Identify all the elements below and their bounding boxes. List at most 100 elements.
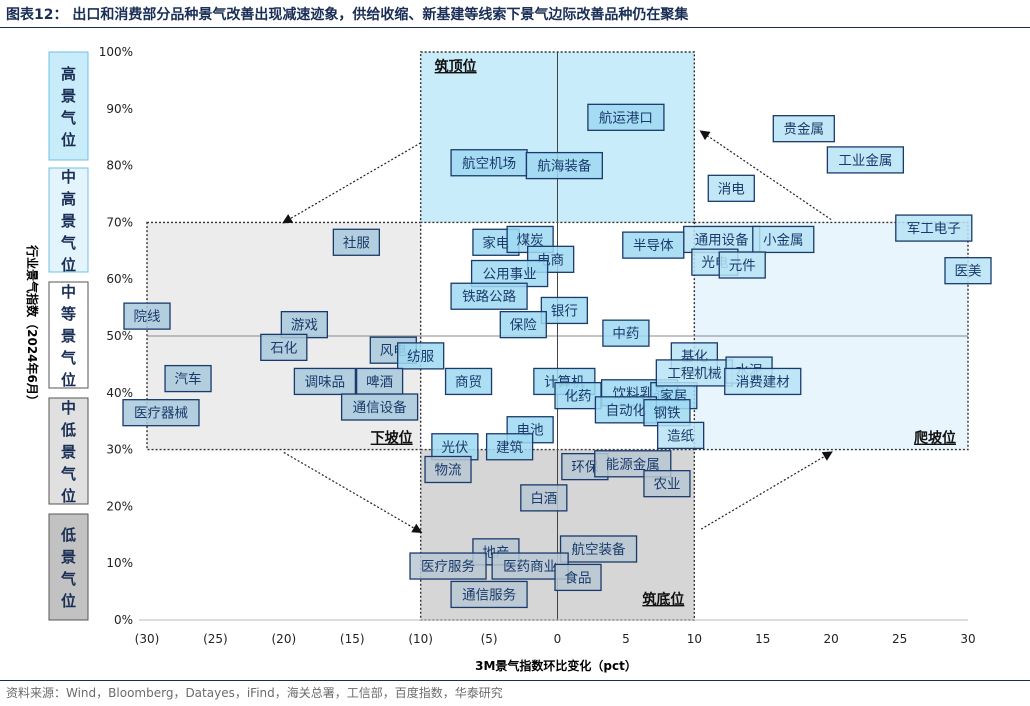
industry-point-label: 航海装备: [537, 158, 591, 175]
legend-mid-high-label: 位: [61, 256, 76, 274]
industry-point-box: [340, 393, 419, 421]
transition-arrow: [283, 451, 423, 533]
industry-point-box: [643, 470, 691, 498]
legend-high-label: 气: [60, 109, 76, 127]
industry-point: 医疗器械: [122, 399, 200, 427]
industry-point-box: [826, 146, 905, 174]
industry-point-box: [657, 421, 705, 450]
industry-point-box: [554, 563, 602, 592]
legend-mid-low-label: 景: [61, 443, 76, 461]
industry-point-label: 化药: [565, 389, 592, 405]
industry-point-box: [520, 484, 568, 512]
x-tick-label: 0: [554, 632, 562, 646]
legend-low-label: 位: [61, 592, 76, 610]
industry-point-label: 银行: [551, 303, 578, 319]
industry-point-box: [602, 319, 650, 347]
industry-point-box: [525, 151, 603, 180]
industry-point-label: 贵金属: [784, 122, 825, 138]
legend-mid-low-label: 气: [60, 465, 76, 483]
industry-point-box: [332, 228, 381, 256]
y-tick-label: 90%: [106, 102, 133, 116]
y-tick-label: 50%: [106, 329, 133, 343]
industry-point-box: [485, 433, 534, 461]
industry-point: 公用事业: [470, 259, 549, 288]
y-tick-label: 70%: [106, 215, 133, 229]
zone-label-bottom: 筑底位: [642, 591, 684, 608]
industry-point-label: 家电: [482, 234, 509, 251]
legend-mid-low-box: [48, 397, 89, 505]
industry-point-label: 小金属: [763, 232, 804, 248]
industry-point: 汽车: [164, 364, 212, 393]
legend-mid-low-label: 位: [61, 487, 76, 505]
legend-low-box: [48, 513, 89, 621]
industry-point-label: 工业金属: [838, 153, 892, 169]
industry-point: 石化: [260, 333, 308, 362]
industry-point-box: [540, 296, 588, 325]
legend-mid-label: 景: [61, 327, 76, 345]
legend-mid-high-box: [48, 167, 89, 273]
industry-point-box: [707, 174, 755, 202]
industry-point-label: 航运港口: [599, 110, 653, 126]
industry-point-label: 军工电子: [907, 221, 961, 237]
industry-point: 铁路公路: [450, 282, 528, 310]
y-tick-label: 60%: [106, 272, 133, 286]
zone-label-downhill: 下坡位: [371, 430, 413, 447]
industry-point: 调味品: [293, 367, 357, 396]
industry-point-label: 环保: [571, 460, 598, 476]
industry-point-label: 建筑: [496, 440, 523, 456]
legend-high-label: 景: [61, 87, 76, 105]
legend-mid-label: 中: [61, 283, 76, 301]
industry-point-label: 航空装备: [572, 541, 626, 558]
industry-point-box: [164, 364, 212, 393]
industry-point: 光伏: [431, 433, 479, 461]
x-tick-label: (5): [481, 632, 498, 646]
legend-high-box: [48, 51, 89, 161]
industry-point-label: 保险: [510, 318, 537, 334]
industry-point: 纺服: [397, 342, 445, 370]
legend-mid-label: 等: [61, 305, 76, 323]
industry-point-box: [944, 257, 992, 285]
industry-point: 啤酒: [355, 367, 404, 396]
legend-high-label: 高: [61, 65, 76, 83]
industry-point-box: [444, 367, 493, 396]
industry-point-label: 医药商业: [503, 559, 557, 575]
industry-point-box: [559, 535, 638, 563]
x-tick-label: 25: [892, 632, 907, 646]
industry-point-label: 通信设备: [353, 399, 407, 416]
industry-point: 军工电子: [895, 214, 973, 242]
industry-point: 航空机场: [450, 149, 528, 177]
footer-divider: [0, 680, 1030, 681]
industry-point-box: [655, 359, 733, 387]
industry-point: 医美: [944, 257, 992, 285]
industry-point: 元件: [718, 251, 766, 279]
x-tick-label: (20): [272, 632, 297, 646]
industry-point-box: [622, 231, 685, 259]
industry-point-label: 医疗服务: [421, 559, 475, 575]
x-tick-label: (25): [203, 632, 228, 646]
x-tick-label: 10: [687, 632, 702, 646]
industry-point-box: [123, 302, 171, 330]
industry-point-label: 通用设备: [695, 231, 749, 248]
legend-mid-label: 位: [61, 371, 76, 389]
x-tick-label: 20: [824, 632, 839, 646]
industry-point-label: 消费建材: [736, 374, 790, 390]
industry-point-box: [470, 259, 549, 288]
y-tick-label: 10%: [106, 556, 133, 570]
y-tick-label: 30%: [106, 443, 133, 457]
industry-point-label: 院线: [134, 309, 161, 325]
industry-point-label: 造纸: [667, 428, 695, 444]
industry-point: 消电: [707, 174, 755, 202]
industry-point-label: 物流: [435, 462, 462, 478]
legend-high-label: 位: [61, 131, 76, 149]
industry-point-box: [724, 367, 802, 396]
industry-point-label: 农业: [653, 477, 680, 493]
industry-point-box: [587, 103, 665, 131]
transition-arrow: [700, 451, 833, 530]
industry-point-label: 光伏: [441, 440, 468, 456]
legend-mid-label: 气: [60, 349, 76, 367]
industry-point: 工业金属: [826, 146, 905, 174]
legend-mid-low-label: 中: [61, 399, 76, 417]
industry-point: 工程机械: [655, 359, 733, 387]
industry-point: 航空装备: [559, 535, 638, 563]
industry-point-box: [280, 310, 329, 339]
